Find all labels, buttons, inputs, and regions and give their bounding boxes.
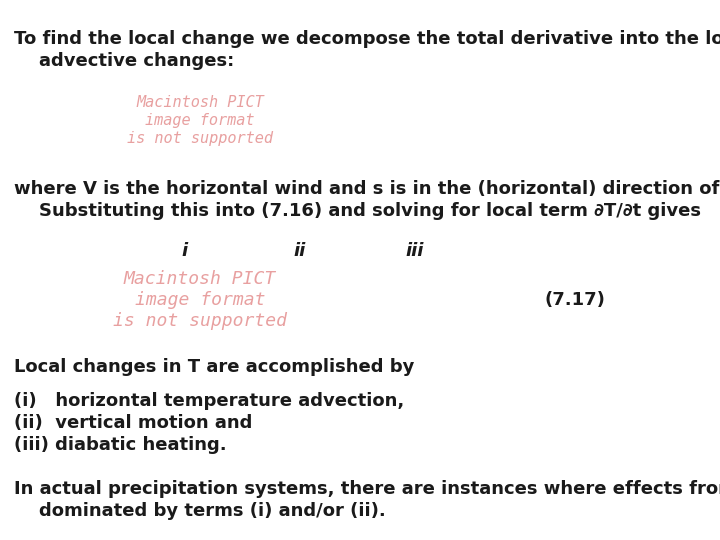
Text: (iii) diabatic heating.: (iii) diabatic heating. — [14, 436, 227, 454]
Text: image format: image format — [145, 113, 255, 128]
Text: iii: iii — [406, 242, 424, 260]
Text: (7.17): (7.17) — [545, 291, 606, 309]
Text: To find the local change we decompose the total derivative into the local and: To find the local change we decompose th… — [14, 30, 720, 48]
Text: is not supported: is not supported — [113, 312, 287, 330]
Text: Local changes in T are accomplished by: Local changes in T are accomplished by — [14, 358, 415, 376]
Text: advective changes:: advective changes: — [14, 52, 234, 70]
Text: dominated by terms (i) and/or (ii).: dominated by terms (i) and/or (ii). — [14, 502, 386, 520]
Text: is not supported: is not supported — [127, 131, 273, 146]
Text: Macintosh PICT: Macintosh PICT — [124, 270, 276, 288]
Text: ii: ii — [294, 242, 306, 260]
Text: (i)   horizontal temperature advection,: (i) horizontal temperature advection, — [14, 392, 404, 410]
Text: (ii)  vertical motion and: (ii) vertical motion and — [14, 414, 253, 432]
Text: Macintosh PICT: Macintosh PICT — [136, 95, 264, 110]
Text: where V is the horizontal wind and s is in the (horizontal) direction of the flo: where V is the horizontal wind and s is … — [14, 180, 720, 198]
Text: image format: image format — [135, 291, 265, 309]
Text: In actual precipitation systems, there are instances where effects from term (ii: In actual precipitation systems, there a… — [14, 480, 720, 498]
Text: Substituting this into (7.16) and solving for local term ∂T/∂t gives: Substituting this into (7.16) and solvin… — [14, 202, 701, 220]
Text: i: i — [182, 242, 188, 260]
